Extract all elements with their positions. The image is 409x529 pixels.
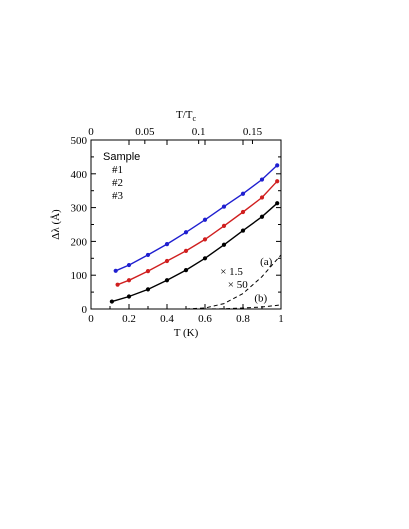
dashed-curves xyxy=(185,254,282,310)
data-point xyxy=(126,262,132,268)
data-point xyxy=(221,204,227,209)
legend-title: Sample xyxy=(103,151,140,163)
data-point xyxy=(259,195,265,200)
top-tick-label: 0.15 xyxy=(243,126,263,138)
data-points xyxy=(109,163,280,304)
curve-b-multiplier: × 50 xyxy=(228,279,248,291)
y-tick-label: 300 xyxy=(71,203,88,215)
data-point xyxy=(164,242,170,247)
legend-entry-2: #2 xyxy=(112,177,123,189)
series-line-1 xyxy=(115,164,278,272)
data-point xyxy=(145,269,151,274)
data-point xyxy=(202,237,208,242)
x-tick-label: 1 xyxy=(278,313,284,325)
x-axis-label: T (K) xyxy=(174,327,199,339)
dashed-curve-a xyxy=(185,254,282,310)
data-point xyxy=(126,294,132,299)
data-point xyxy=(113,268,118,273)
dashed-curve-b xyxy=(204,304,282,310)
data-point xyxy=(202,256,208,261)
data-point xyxy=(275,201,280,206)
data-point xyxy=(275,163,280,168)
data-point xyxy=(240,209,246,215)
top-axis-label-main: T/T xyxy=(176,109,193,121)
top-axis-label: T/Tc xyxy=(176,109,197,123)
y-tick-label: 500 xyxy=(71,135,88,147)
data-point xyxy=(275,179,280,184)
y-tick-label: 200 xyxy=(71,236,88,248)
data-point xyxy=(221,242,227,247)
data-point xyxy=(115,282,120,287)
curve-a-label: (a) xyxy=(260,256,273,268)
y-tick-label: 100 xyxy=(71,270,88,282)
top-tick-label: 0.1 xyxy=(192,126,206,138)
data-point xyxy=(183,268,189,273)
x-tick-label: 0 xyxy=(88,313,94,325)
data-point xyxy=(240,228,246,233)
curve-b-label: (b) xyxy=(254,293,267,305)
legend-entry-1: #1 xyxy=(112,164,123,176)
data-point xyxy=(109,299,114,304)
data-point xyxy=(240,191,246,196)
data-point xyxy=(183,248,189,253)
data-point xyxy=(126,278,132,283)
top-tick-label: 0.05 xyxy=(135,126,155,138)
x-tick-label: 0.2 xyxy=(122,313,136,325)
curve-a-multiplier: × 1.5 xyxy=(220,266,243,278)
x-tick-label: 0.6 xyxy=(198,313,212,325)
x-tick-label: 0.8 xyxy=(236,313,250,325)
data-point xyxy=(221,223,227,228)
data-point xyxy=(145,252,151,258)
data-point xyxy=(259,214,265,219)
series-line-3 xyxy=(111,202,278,303)
x-tick-label: 0.4 xyxy=(160,313,174,325)
top-tick-label: 0 xyxy=(88,126,94,138)
top-axis-label-sub: c xyxy=(192,114,196,123)
data-point xyxy=(202,217,208,222)
series-1 xyxy=(113,163,280,273)
series-3 xyxy=(109,201,280,304)
y-axis-label: Δλ (Å) xyxy=(50,209,62,240)
legend-entry-3: #3 xyxy=(112,190,124,202)
data-point xyxy=(183,230,189,235)
data-point xyxy=(164,278,170,283)
data-point xyxy=(145,287,151,292)
y-tick-label: 0 xyxy=(82,304,88,316)
data-point xyxy=(259,177,265,182)
series-line-2 xyxy=(117,180,278,286)
data-point xyxy=(164,258,170,264)
y-tick-label: 400 xyxy=(71,169,88,181)
series-2 xyxy=(115,179,280,287)
